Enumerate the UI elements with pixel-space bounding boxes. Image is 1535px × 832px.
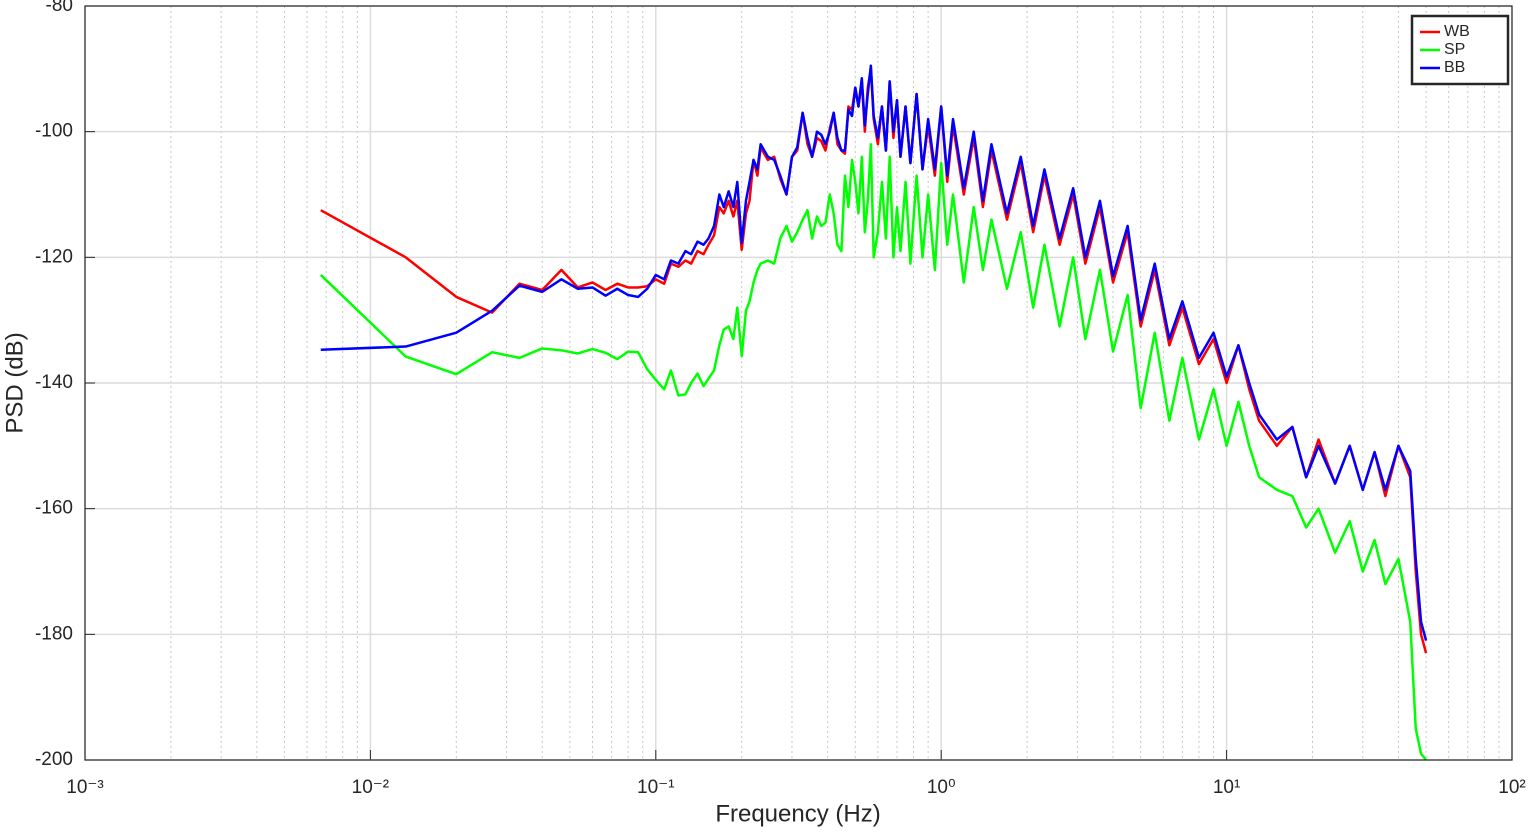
y-tick-label: -200 [35, 749, 73, 770]
y-tick-label: -120 [35, 246, 73, 267]
x-tick-label: 10⁰ [927, 777, 956, 798]
legend-text: WB [1444, 23, 1470, 40]
x-tick-label: 10⁻² [352, 777, 390, 798]
y-axis-label: PSD (dB) [1, 332, 28, 433]
x-tick-label: 10¹ [1213, 777, 1240, 798]
x-axis-label: Frequency (Hz) [715, 800, 880, 827]
legend-text: SP [1444, 41, 1465, 58]
y-tick-label: -80 [46, 0, 73, 16]
data-line [320, 67, 1428, 654]
y-tick-label: -160 [35, 498, 73, 519]
plot-frame [84, 5, 1513, 761]
data-line [319, 142, 1428, 761]
x-tick-label: 10⁻¹ [637, 777, 675, 798]
legend-text: BB [1444, 59, 1465, 76]
y-tick-label: -100 [35, 121, 73, 142]
y-tick-label: -140 [35, 372, 73, 393]
y-tick-label: -180 [35, 623, 73, 644]
x-tick-label: 10² [1498, 777, 1525, 798]
data-line [320, 64, 1428, 641]
x-tick-label: 10⁻³ [66, 777, 104, 798]
